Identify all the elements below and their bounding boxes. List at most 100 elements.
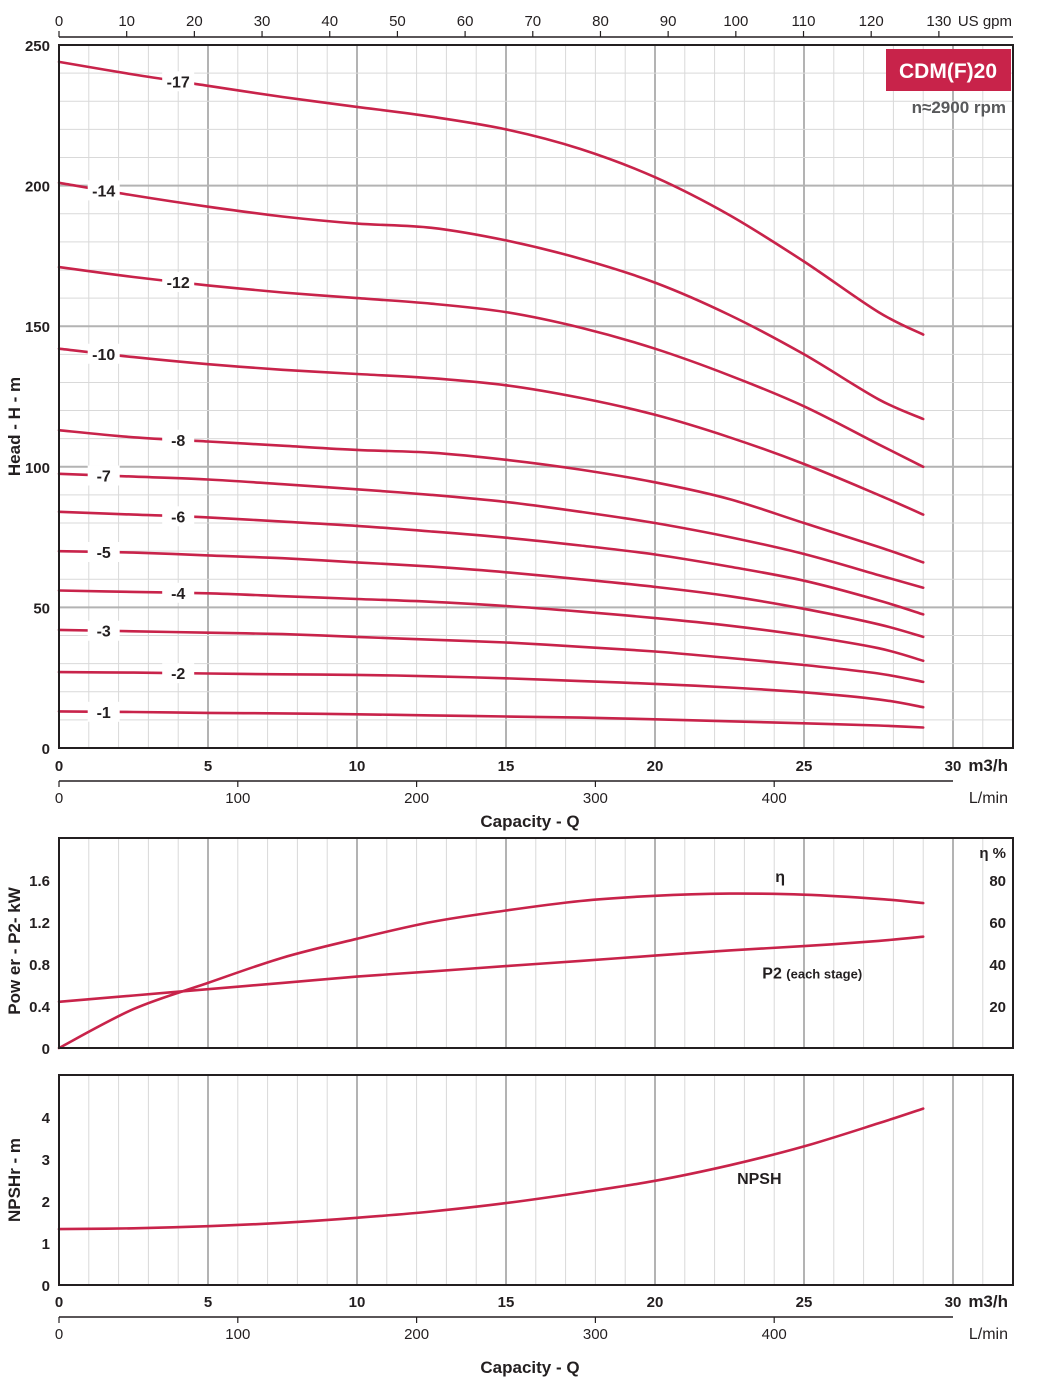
head-curve-5 [57,549,925,639]
head-lmin-tick: 200 [404,790,429,807]
stage-label-10: -10 [92,347,115,364]
power-ytick: 0 [42,1041,50,1058]
npsh-ytick: 2 [42,1194,50,1211]
efficiency-curve [57,892,925,1050]
plot-frame-head [58,44,1014,749]
curve-label-bg [87,180,120,201]
npsh-lmin-tick: 400 [762,1326,787,1343]
head-lmin-tick: 0 [55,790,63,807]
head-axis-title: Head - H - m [5,377,24,476]
labels-layer: -1 -2 -3 -4 -5 -6 -7 -8 -10 -12 -14 -17 η P2 (each st… [5,13,1012,1377]
gpm-tick: 90 [660,13,677,30]
head-m3h-tick: 25 [796,758,813,775]
head-curve-3 [57,628,925,684]
npsh-curve [57,1107,925,1231]
gpm-unit: US gpm [958,13,1012,30]
npsh-axis-title: NPSHr - m [5,1138,24,1222]
npsh-ytick: 3 [42,1152,50,1169]
stage-label-4: -4 [171,586,185,603]
head-m3h-tick: 5 [204,758,212,775]
npsh-label: NPSH [737,1171,781,1188]
head-lmin-tick: 100 [225,790,250,807]
stage-label-17: -17 [167,74,190,91]
head-ytick: 50 [33,600,50,617]
speed-label: n≈2900 rpm [912,98,1006,117]
npsh-lmin-tick: 100 [225,1326,250,1343]
head-capacity-title: Capacity - Q [480,812,579,831]
efficiency-axis-title: η % [979,845,1006,862]
gpm-tick: 130 [926,13,951,30]
efficiency-ytick: 80 [989,873,1006,890]
stage-label-14: -14 [92,183,115,200]
head-ytick: 200 [25,179,50,196]
head-curve-2 [57,670,925,709]
model-name: CDM(F)20 [899,60,997,83]
stage-label-3: -3 [97,624,111,641]
efficiency-ytick: 60 [989,915,1006,932]
curve-label-bg [162,429,195,450]
gpm-tick: 10 [118,13,135,30]
head-curve-1 [57,710,925,729]
head-ytick: 250 [25,38,50,55]
model-badge-box [886,49,1011,91]
power-ytick: 1.2 [29,915,50,932]
npsh-m3h-unit: m3/h [968,1292,1008,1311]
head-lmin-tick: 300 [583,790,608,807]
curves-layer [57,60,925,1231]
stage-label-2: -2 [171,666,185,683]
head-m3h-tick: 30 [945,758,962,775]
plot-frame-npsh [58,1074,1014,1286]
frames-layer [58,31,1014,1323]
p2-label: P2 (each stage) [762,965,862,982]
curve-label-bg [87,465,120,486]
stage-label-8: -8 [171,433,185,450]
head-m3h-tick: 0 [55,758,63,775]
npsh-ytick: 0 [42,1278,50,1295]
stage-label-6: -6 [171,509,185,526]
npsh-lmin-unit: L/min [969,1326,1008,1343]
head-m3h-tick: 10 [349,758,366,775]
head-curve-6 [57,510,925,616]
npsh-m3h-tick: 0 [55,1294,63,1311]
curve-label-bg [87,620,120,641]
npsh-m3h-tick: 15 [498,1294,515,1311]
stage-label-7: -7 [97,469,111,486]
gpm-tick: 110 [792,13,816,30]
power-ytick: 1.6 [29,873,50,890]
curve-label-bg [162,272,195,293]
head-lmin-tick: 400 [762,790,787,807]
head-curve-12 [57,265,925,469]
head-curve-14 [57,181,925,421]
gpm-tick: 0 [55,13,63,30]
npsh-capacity-title: Capacity - Q [480,1358,579,1377]
power-p2-curve [57,935,925,1004]
head-ytick: 150 [25,319,50,336]
head-curve-10 [57,347,925,516]
gpm-tick: 30 [254,13,271,30]
curve-label-bg [87,701,120,722]
curve-label-bg [87,542,120,563]
efficiency-ytick: 20 [989,999,1006,1016]
npsh-m3h-tick: 30 [945,1294,962,1311]
npsh-ytick: 1 [42,1236,50,1253]
gpm-tick: 100 [723,13,748,30]
npsh-m3h-tick: 10 [349,1294,366,1311]
model-badge: CDM(F)20 [886,49,1011,91]
curve-label-bg [162,506,195,527]
head-curve-4 [57,589,925,663]
gpm-tick: 20 [186,13,203,30]
npsh-ytick: 4 [42,1110,51,1127]
head-curve-17 [57,60,925,336]
gpm-tick: 70 [524,13,541,30]
gpm-tick: 60 [457,13,474,30]
grid-layer [59,44,1013,1285]
p2-label-note: (each stage) [786,966,862,981]
power-axis-title: Pow er - P2- kW [5,886,24,1014]
power-ytick: 0.8 [29,957,50,974]
stage-label-12: -12 [167,275,190,292]
gpm-tick: 80 [592,13,609,30]
head-m3h-tick: 20 [647,758,664,775]
head-ytick: 100 [25,460,50,477]
gpm-tick: 50 [389,13,406,30]
curve-label-bg [162,71,195,92]
